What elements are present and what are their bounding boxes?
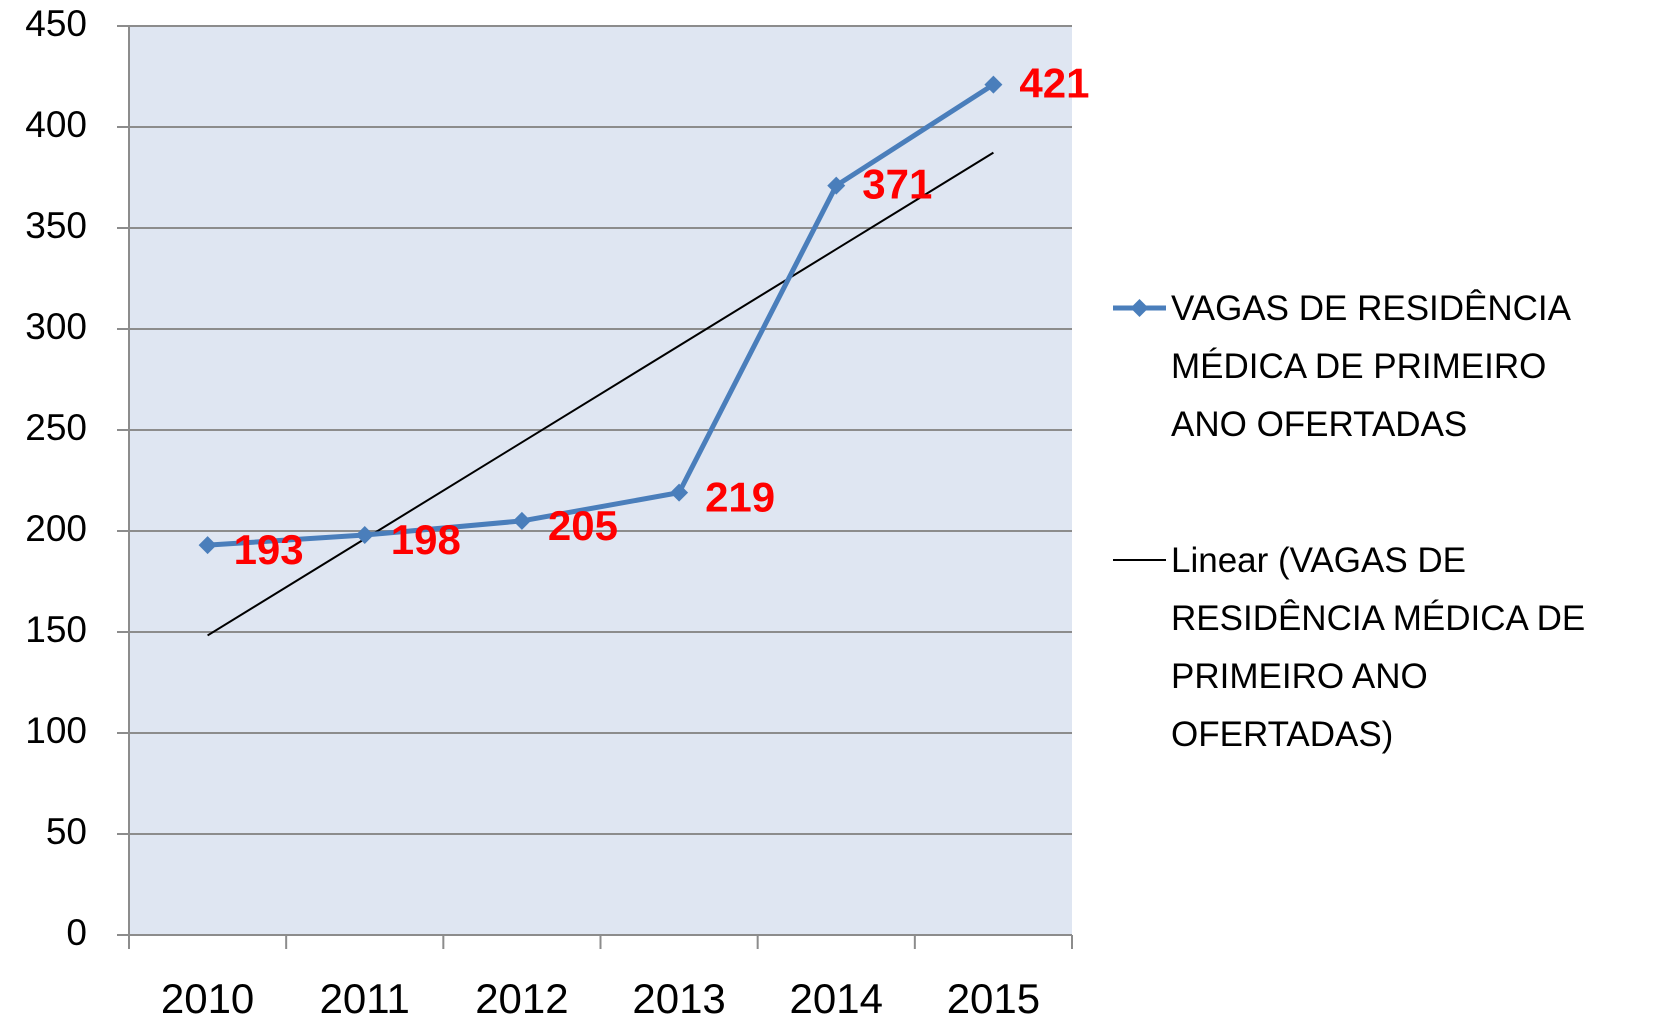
y-tick-label: 100 xyxy=(25,710,87,751)
y-tick-label: 350 xyxy=(25,205,87,246)
x-tick-label: 2012 xyxy=(475,975,568,1022)
y-tick-label: 250 xyxy=(25,407,87,448)
marker xyxy=(355,526,374,545)
y-tick-label: 150 xyxy=(25,609,87,650)
y-tick-label: 450 xyxy=(25,3,87,44)
data-label: 219 xyxy=(705,474,775,521)
marker xyxy=(512,511,531,530)
legend-marker xyxy=(1130,299,1149,317)
trend-line xyxy=(207,151,994,637)
y-tick-label: 300 xyxy=(25,306,87,347)
y-tick-label: 50 xyxy=(46,811,87,852)
legend-label: Linear (VAGAS DE RESIDÊNCIA MÉDICA DE PR… xyxy=(1171,541,1586,754)
y-tick-label: 200 xyxy=(25,508,87,549)
legend-label: VAGAS DE RESIDÊNCIA MÉDICA DE PRIMEIRO A… xyxy=(1171,289,1570,444)
legend-item xyxy=(1113,299,1166,317)
x-tick-label: 2014 xyxy=(790,975,883,1022)
y-tick-label: 400 xyxy=(25,104,87,145)
series-line xyxy=(207,82,995,548)
data-label: 371 xyxy=(862,161,932,208)
data-label: 193 xyxy=(234,526,304,573)
x-tick-label: 2011 xyxy=(320,975,410,1022)
y-tick-label: 0 xyxy=(66,912,87,953)
data-label: 198 xyxy=(391,516,461,563)
data-label: 421 xyxy=(1019,60,1089,107)
marker xyxy=(670,483,689,502)
marker xyxy=(827,176,846,195)
x-tick-label: 2010 xyxy=(161,975,254,1022)
data-label: 205 xyxy=(548,502,618,549)
marker xyxy=(198,536,217,555)
x-tick-label: 2013 xyxy=(632,975,725,1022)
x-tick-label: 2015 xyxy=(947,975,1040,1022)
marker xyxy=(984,75,1003,94)
plot-area xyxy=(129,26,1072,935)
